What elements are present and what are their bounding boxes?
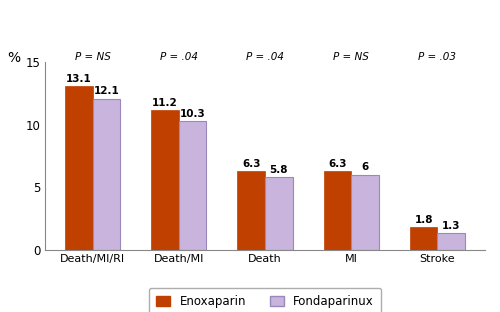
Bar <box>92 99 120 250</box>
Text: 5.8: 5.8 <box>270 165 288 175</box>
Bar <box>179 121 206 250</box>
Text: P = .03: P = .03 <box>418 52 457 62</box>
Text: 11.2: 11.2 <box>152 98 178 108</box>
Text: P = .04: P = .04 <box>246 52 284 62</box>
Text: 6: 6 <box>362 163 368 173</box>
Text: P = NS: P = NS <box>74 52 110 62</box>
Text: 13.1: 13.1 <box>66 74 92 84</box>
Text: www.medscape.com: www.medscape.com <box>160 9 290 22</box>
Bar <box>438 233 465 250</box>
Bar <box>151 110 179 250</box>
Text: 6.3: 6.3 <box>328 159 346 169</box>
Bar <box>351 175 379 250</box>
Text: 1.3: 1.3 <box>442 221 460 231</box>
Bar <box>410 227 438 250</box>
Bar <box>324 171 351 250</box>
Bar <box>265 177 292 250</box>
Text: 1.8: 1.8 <box>414 215 433 225</box>
Text: P = NS: P = NS <box>334 52 369 62</box>
Text: Medscape®: Medscape® <box>12 9 101 22</box>
Text: 6.3: 6.3 <box>242 159 260 169</box>
Text: P = .04: P = .04 <box>160 52 198 62</box>
Text: %: % <box>8 51 20 65</box>
Bar <box>238 171 265 250</box>
Bar <box>65 86 92 250</box>
Text: 10.3: 10.3 <box>180 109 206 119</box>
Text: 12.1: 12.1 <box>94 86 120 96</box>
Legend: Enoxaparin, Fondaparinux: Enoxaparin, Fondaparinux <box>149 288 381 312</box>
